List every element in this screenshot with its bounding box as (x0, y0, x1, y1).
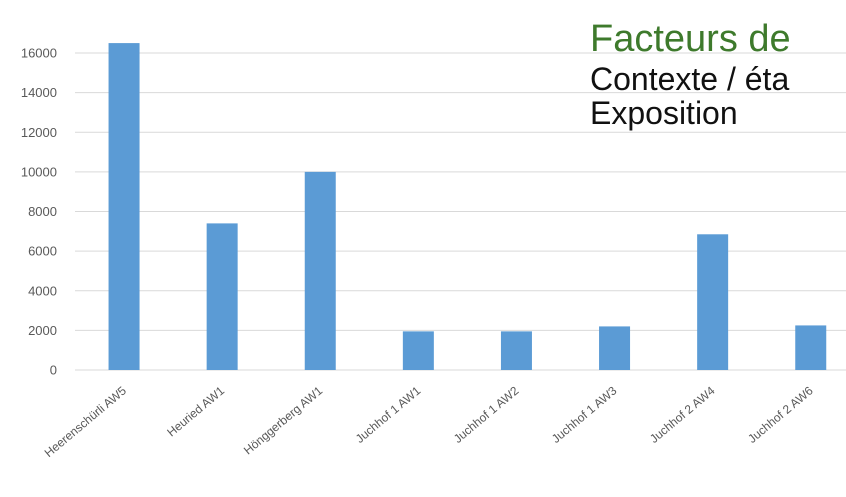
x-tick-label: Heuried AW1 (164, 383, 227, 439)
bar-6 (697, 234, 729, 370)
y-tick-label: 6000 (28, 244, 57, 259)
overlay-title: Facteurs de (590, 18, 791, 60)
y-tick-label: 16000 (21, 46, 57, 61)
x-tick-label: Hönggerberg AW1 (241, 383, 326, 457)
y-tick-label: 4000 (28, 283, 57, 298)
y-axis-tick-labels: 0 2000 4000 6000 8000 10000 12000 14000 16000 (21, 46, 57, 378)
gridlines (75, 52, 846, 331)
y-tick-label: 12000 (21, 125, 57, 140)
x-tick-label: Juchhof 2 AW6 (745, 383, 816, 446)
y-tick-label: 2000 (28, 323, 57, 338)
x-tick-label: Juchhof 1 AW2 (451, 383, 522, 446)
bar-7 (795, 325, 827, 370)
x-tick-label: Juchhof 2 AW4 (647, 383, 718, 446)
y-tick-label: 10000 (21, 164, 57, 179)
x-axis-tick-labels: Heerenschürli AW5 Heuried AW1 Hönggerberg … (42, 383, 816, 460)
bar-5 (599, 326, 631, 370)
x-tick-label: Juchhof 1 AW1 (353, 383, 424, 446)
bar-4 (500, 331, 532, 370)
bar-0 (108, 43, 140, 370)
x-tick-label: Heerenschürli AW5 (42, 383, 130, 460)
y-tick-label: 14000 (21, 85, 57, 100)
bar-2 (304, 171, 336, 370)
y-tick-label: 0 (50, 363, 57, 378)
bars (108, 43, 827, 370)
overlay-subtitle-line2: Exposition (590, 95, 738, 131)
bar-3 (402, 331, 434, 370)
y-tick-label: 8000 (28, 204, 57, 219)
overlay-subtitle-line1: Contexte / éta (590, 61, 790, 97)
bar-1 (206, 223, 238, 370)
x-tick-label: Juchhof 1 AW3 (549, 383, 620, 446)
